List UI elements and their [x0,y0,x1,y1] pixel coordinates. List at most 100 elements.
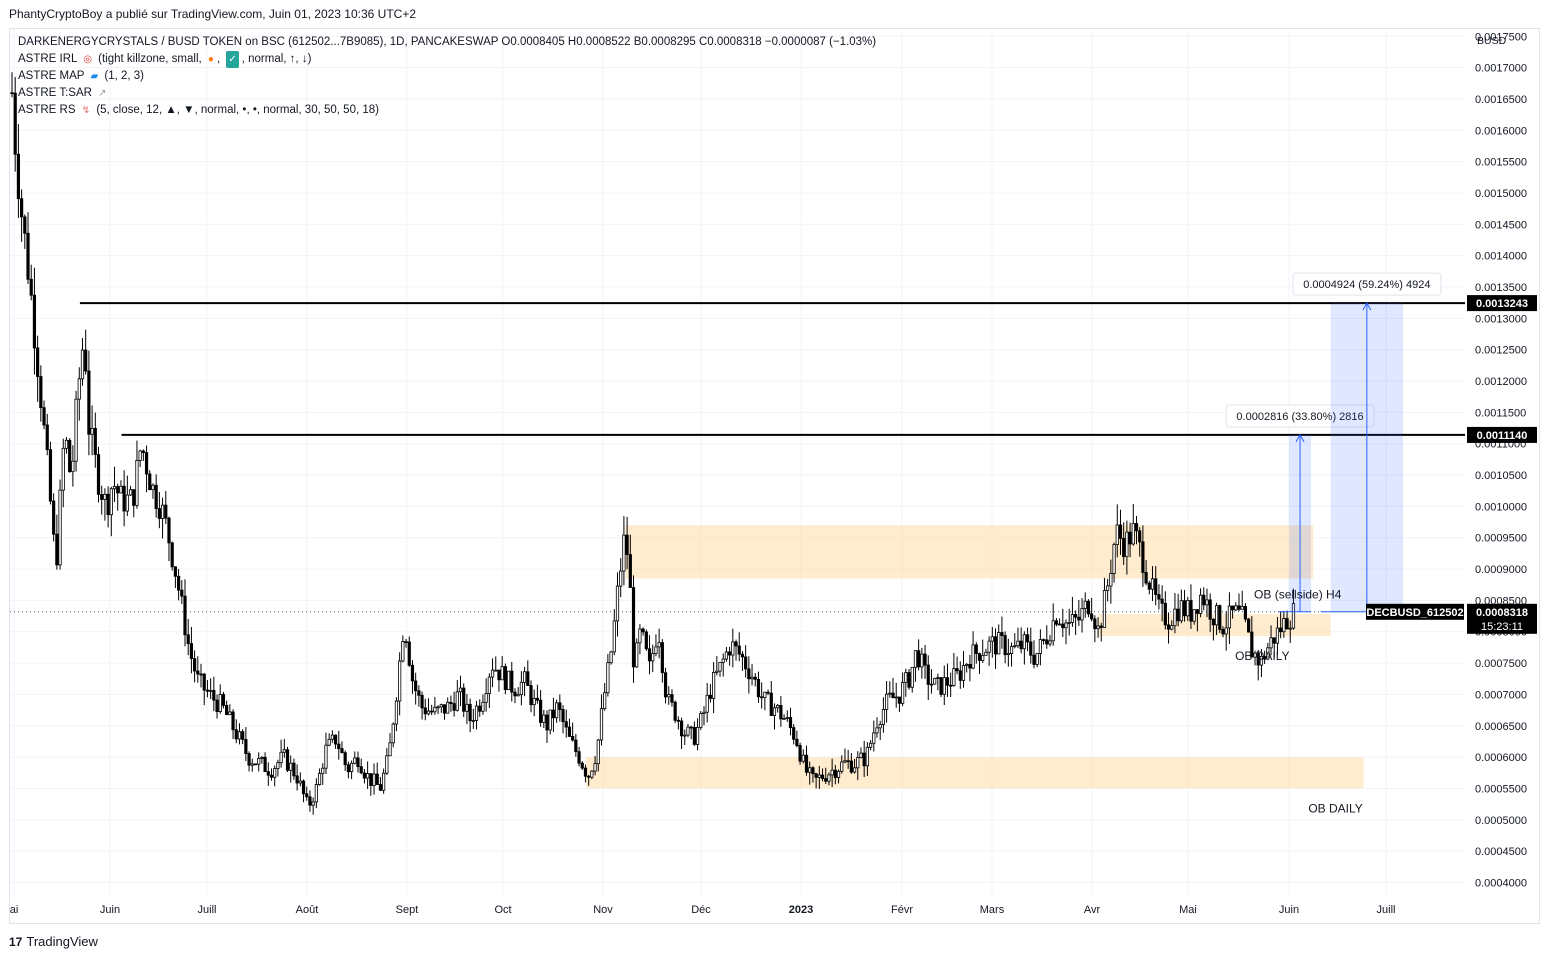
symbol-label: DECBUSD_612502 [1366,607,1463,619]
candle-body [984,651,988,656]
candle-body [852,767,857,773]
candle-body [109,488,113,516]
candle-body [42,407,46,426]
candle-body [631,587,636,668]
candle-body [391,723,395,744]
candle-body [263,756,267,773]
candle-body [196,670,200,675]
indicator-sar[interactable]: ASTRE T:SAR ↗ [18,85,876,102]
y-tick-label: 0.0014000 [1475,251,1527,263]
candle-body [699,713,703,728]
candle-body [846,760,850,763]
indicator-rs-params: (5, close, 12, ▲, ▼, normal, •, •, norma… [96,104,379,116]
candle-body [311,801,315,806]
candle-body [548,709,552,731]
candle-body [61,447,65,491]
candle-body [1003,635,1007,656]
candle-body [564,721,568,728]
candle-body [555,702,559,719]
indicator-rs[interactable]: ASTRE RS ↯ (5, close, 12, ▲, ▼, normal, … [18,102,876,119]
candle-body [167,517,171,544]
candle-body [1269,637,1273,649]
candle-body [974,644,978,655]
candle-body [817,774,821,778]
candle-body [87,370,91,435]
candle-body [494,669,498,672]
candle-body [526,671,530,686]
map-icon: ▰ [90,71,99,82]
candle-body [753,676,757,680]
tradingview-logo-text: TradingView [26,934,98,949]
x-tick-label: Juin [1279,904,1299,916]
indicator-irl-params: (tight killzone, small, [98,53,202,65]
y-tick-label: 0.0013000 [1475,313,1527,325]
candle-body [692,727,696,745]
candle-body [638,628,642,644]
candle-body [1016,640,1020,647]
candle-body [1272,637,1276,644]
candle-body [1243,606,1248,620]
candle-body [23,216,27,234]
candle-body [449,701,453,705]
candle-body [670,694,674,703]
indicator-irl[interactable]: ASTRE IRL ◎ (tight killzone, small, ●, ✓… [18,51,876,68]
candle-body [532,697,536,706]
candle-body [1198,594,1203,614]
y-tick-label: 0.0004000 [1475,877,1527,889]
candle-body [173,566,177,577]
candle-body [635,642,639,668]
candle-body [285,749,290,771]
candle-body [1234,605,1238,611]
candle-body [708,694,713,699]
candle-body [1070,614,1075,623]
candle-body [462,687,466,712]
candle-body [545,714,549,731]
indicator-irl-name: ASTRE IRL [18,53,78,65]
candle-body [894,696,898,699]
candle-body [382,772,386,791]
candle-body [45,424,49,451]
candle-body [1224,627,1228,635]
measure-label: 0.0004924 (59.24%) 4924 [1303,279,1430,291]
candle-body [654,646,658,654]
candle-body [295,775,299,784]
candle-body [1192,609,1196,622]
candle-body [148,473,152,491]
candle-body [74,398,78,462]
candle-body [936,677,940,679]
candle-body [221,694,226,706]
candle-body [728,651,732,656]
candle-body [426,710,431,715]
candle-body [705,694,709,713]
candle-body [1282,618,1286,633]
indicator-map[interactable]: ASTRE MAP ▰ (1, 2, 3) [18,68,876,85]
candle-body [663,672,668,698]
candle-body [231,711,235,731]
candle-body [48,449,53,502]
target-icon: ◎ [83,54,92,65]
candle-body [1112,544,1116,574]
symbol-ohlc-line[interactable]: DARKENERGYCRYSTALS / BUSD TOKEN on BSC (… [18,36,877,48]
candle-body [218,694,222,713]
candle-body [625,534,629,555]
candle-body [317,772,322,785]
candle-body [151,484,155,491]
candle-body [1058,623,1062,626]
y-tick-label: 0.0016000 [1475,125,1527,137]
candle-body [183,595,187,636]
y-tick-label: 0.0014500 [1475,219,1527,231]
tradingview-logo[interactable]: 17 TradingView [9,934,98,949]
candle-body [1099,625,1103,628]
y-tick-label: 0.0015000 [1475,188,1527,200]
candle-body [596,739,600,765]
candle-body [1275,627,1280,644]
candle-body [1019,640,1023,650]
candle-body [1080,608,1084,621]
candle-body [1160,598,1164,604]
candle-body [615,585,620,622]
candle-body [1128,531,1132,545]
candle-body [1109,573,1113,587]
x-tick-label: Juill [198,904,217,916]
candle-body [465,703,469,712]
